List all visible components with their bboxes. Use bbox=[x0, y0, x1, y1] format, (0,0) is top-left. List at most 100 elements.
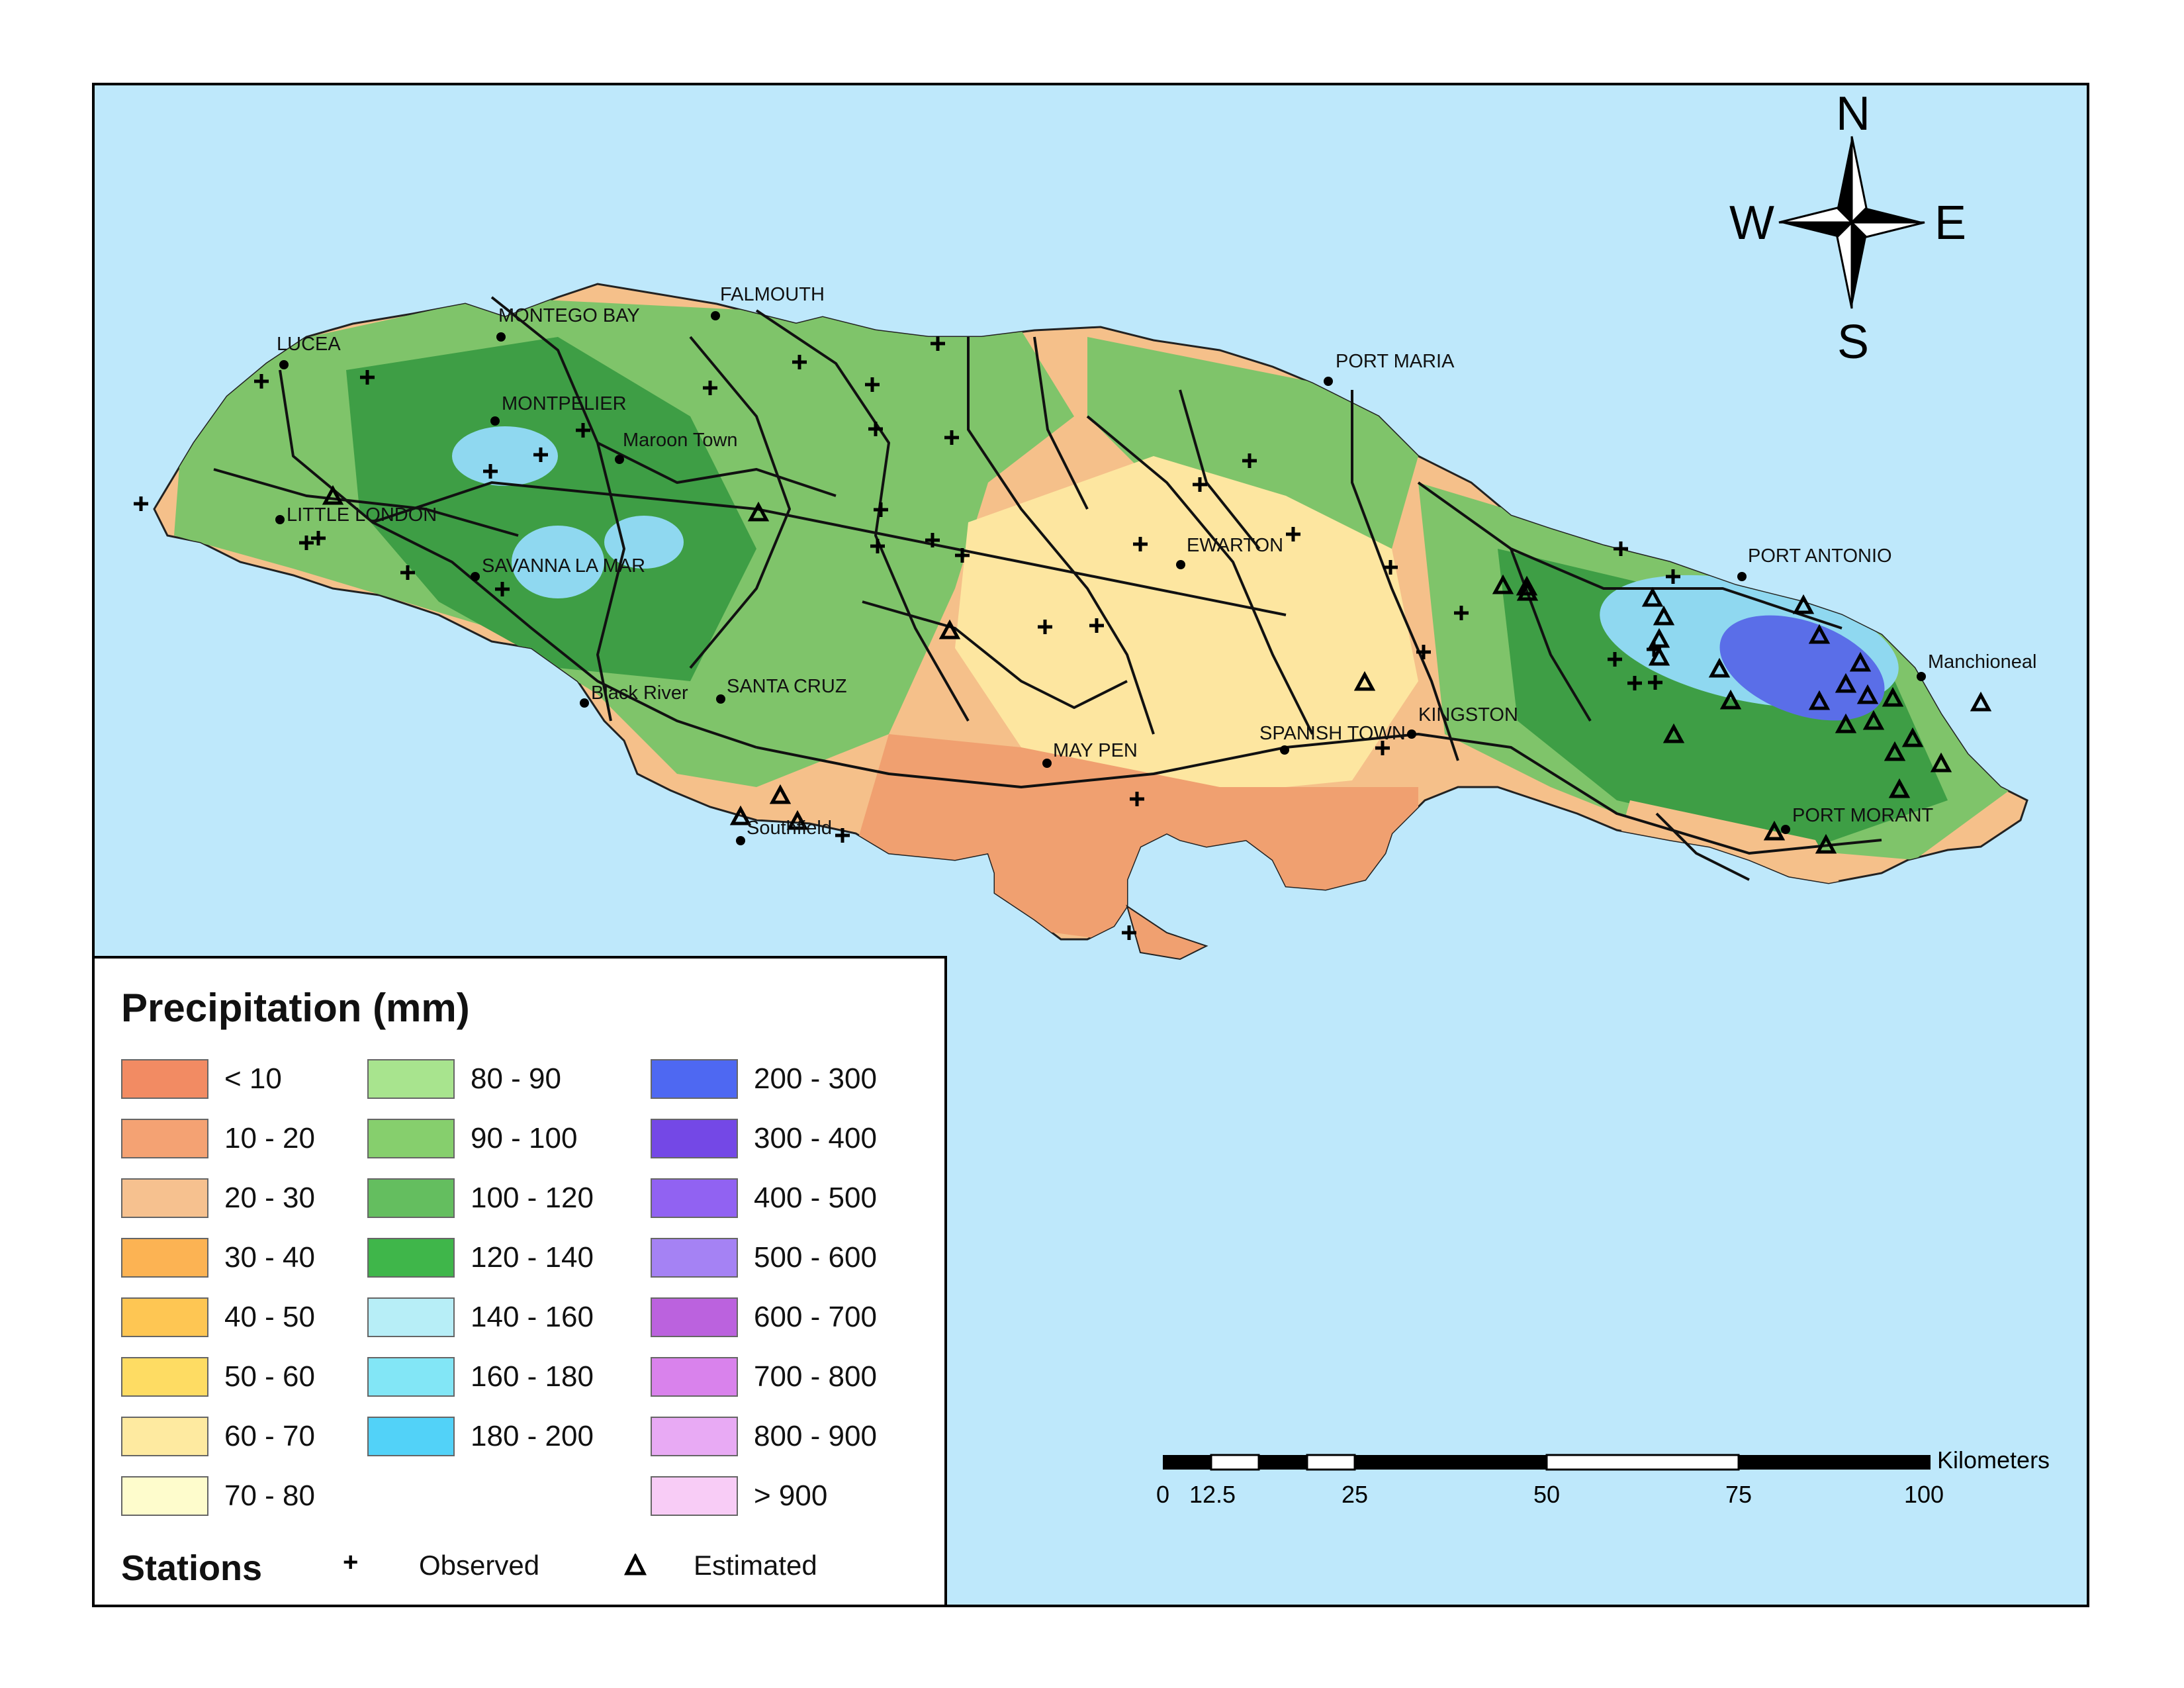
legend-class-item: 10 - 20 bbox=[121, 1117, 315, 1160]
observed-station-icon bbox=[299, 536, 314, 550]
town-label-spanish-town: SPANISH TOWN bbox=[1259, 723, 1406, 744]
legend-class-label: 400 - 500 bbox=[754, 1182, 877, 1214]
observed-station-icon bbox=[1614, 541, 1628, 556]
observed-station-icon bbox=[576, 423, 590, 438]
estimated-station-icon bbox=[1353, 671, 1376, 691]
estimated-station-icon bbox=[1792, 594, 1815, 614]
town-label-port-antonio: PORT ANTONIO bbox=[1748, 545, 1892, 567]
legend-class-item: 800 - 900 bbox=[651, 1415, 877, 1458]
legend-swatch bbox=[121, 1417, 208, 1456]
zone-wet-west-1 bbox=[452, 426, 558, 486]
town-label-may-pen: MAY PEN bbox=[1053, 740, 1138, 761]
town-dot bbox=[1042, 759, 1052, 768]
observed-station-icon bbox=[955, 548, 970, 563]
legend-class-label: 80 - 90 bbox=[471, 1062, 561, 1095]
town-dot bbox=[1407, 729, 1416, 739]
estimated-station-icon bbox=[623, 1552, 647, 1583]
road bbox=[967, 337, 1155, 735]
compass-south-label: S bbox=[1837, 316, 1869, 369]
observed-station-icon bbox=[360, 370, 375, 385]
legend-swatch bbox=[367, 1238, 455, 1278]
legend-swatch bbox=[121, 1119, 208, 1158]
estimated-station-icon bbox=[1516, 581, 1539, 601]
estimated-station-icon bbox=[1719, 689, 1742, 710]
observed-station-icon bbox=[1038, 620, 1052, 634]
estimated-station-icon bbox=[1884, 741, 1906, 761]
observed-station-icon bbox=[1375, 741, 1390, 755]
estimated-station-icon bbox=[1970, 691, 1992, 712]
legend-class-label: 50 - 60 bbox=[224, 1360, 315, 1393]
legend-swatch bbox=[121, 1178, 208, 1218]
road bbox=[1086, 415, 1314, 735]
scale-tick-12-5: 12.5 bbox=[1189, 1481, 1236, 1508]
road bbox=[372, 481, 1287, 616]
observed-station-icon bbox=[134, 496, 148, 511]
observed-station-icon bbox=[874, 502, 888, 517]
estimated-station-icon bbox=[1492, 574, 1514, 594]
town-dot bbox=[1280, 745, 1289, 755]
observed-station-icon bbox=[311, 531, 326, 545]
legend-class-label: 40 - 50 bbox=[224, 1301, 315, 1333]
observed-station-icon bbox=[865, 377, 880, 392]
legend-class-item: 60 - 70 bbox=[121, 1415, 315, 1458]
observed-station-icon bbox=[533, 447, 548, 462]
estimated-station-icon bbox=[938, 619, 961, 639]
observed-station-icon bbox=[483, 464, 498, 479]
town-dot bbox=[736, 836, 745, 845]
north-arrow-icon: N S E W bbox=[1729, 87, 1966, 369]
observed-station-icon bbox=[870, 539, 885, 553]
legend-swatch bbox=[121, 1476, 208, 1516]
observed-station-icon bbox=[1648, 675, 1662, 690]
road bbox=[1351, 390, 1459, 761]
road bbox=[755, 309, 970, 722]
estimated-station-icon bbox=[1815, 833, 1837, 854]
legend-swatch bbox=[651, 1238, 738, 1278]
station-markers bbox=[134, 336, 1992, 940]
legend-class-item: 120 - 140 bbox=[367, 1237, 594, 1279]
estimated-station-icon bbox=[1849, 651, 1872, 672]
legend-swatch bbox=[367, 1059, 455, 1099]
estimated-station-icon bbox=[1808, 624, 1831, 644]
scale-tick-75: 75 bbox=[1725, 1481, 1752, 1508]
town-dot bbox=[716, 694, 725, 704]
observed-station-icon bbox=[1193, 477, 1207, 492]
estimated-station-icon bbox=[1763, 820, 1786, 841]
legend-class-item: 50 - 60 bbox=[121, 1356, 315, 1398]
legend-class-item: 200 - 300 bbox=[651, 1058, 877, 1100]
town-label-black-river: Black River bbox=[591, 682, 688, 704]
legend-swatch bbox=[367, 1119, 455, 1158]
road bbox=[597, 442, 837, 497]
estimated-station-icon bbox=[1835, 713, 1857, 733]
observed-station-icon bbox=[835, 828, 850, 843]
road bbox=[1655, 812, 1750, 881]
legend-class-label: 800 - 900 bbox=[754, 1420, 877, 1452]
town-label-maroon-town: Maroon Town bbox=[623, 430, 738, 451]
observed-station-icon bbox=[931, 336, 945, 351]
town-dot bbox=[1917, 672, 1926, 681]
town-dot bbox=[1176, 560, 1185, 569]
legend-class-label: 300 - 400 bbox=[754, 1122, 877, 1154]
town-label-little-london: LITTLE LONDON bbox=[287, 504, 437, 526]
estimated-station-icon bbox=[1862, 710, 1885, 730]
observed-station-icon bbox=[868, 422, 883, 436]
observed-station-icon bbox=[254, 374, 269, 389]
town-label-port-morant: PORT MORANT bbox=[1792, 805, 1934, 826]
estimated-station-icon bbox=[1708, 657, 1731, 678]
observed-label: Observed bbox=[419, 1550, 540, 1581]
estimated-station-icon bbox=[322, 485, 344, 505]
estimated-station-icon bbox=[1808, 690, 1831, 710]
legend-panel: Precipitation (mm) < 10 10 - 20 20 - 30 30 … bbox=[95, 956, 947, 1605]
town-markers: LUCEA MONTEGO BAY FALMOUTH MONTPELIER Maroon… bbox=[275, 284, 2036, 845]
estimated-label: Estimated bbox=[694, 1550, 817, 1581]
legend-class-item: 700 - 800 bbox=[651, 1356, 877, 1398]
observed-station-icon bbox=[1133, 537, 1148, 551]
observed-station-icon bbox=[703, 381, 717, 395]
observed-station-icon bbox=[1122, 925, 1136, 940]
legend-class-item: 100 - 120 bbox=[367, 1177, 594, 1219]
legend-class-item: 90 - 100 bbox=[367, 1117, 577, 1160]
legend-swatch bbox=[121, 1238, 208, 1278]
legend-class-item: 400 - 500 bbox=[651, 1177, 877, 1219]
observed-station-icon bbox=[1286, 527, 1300, 541]
compass-north-label: N bbox=[1836, 87, 1870, 140]
estimated-station-icon bbox=[1516, 575, 1538, 596]
